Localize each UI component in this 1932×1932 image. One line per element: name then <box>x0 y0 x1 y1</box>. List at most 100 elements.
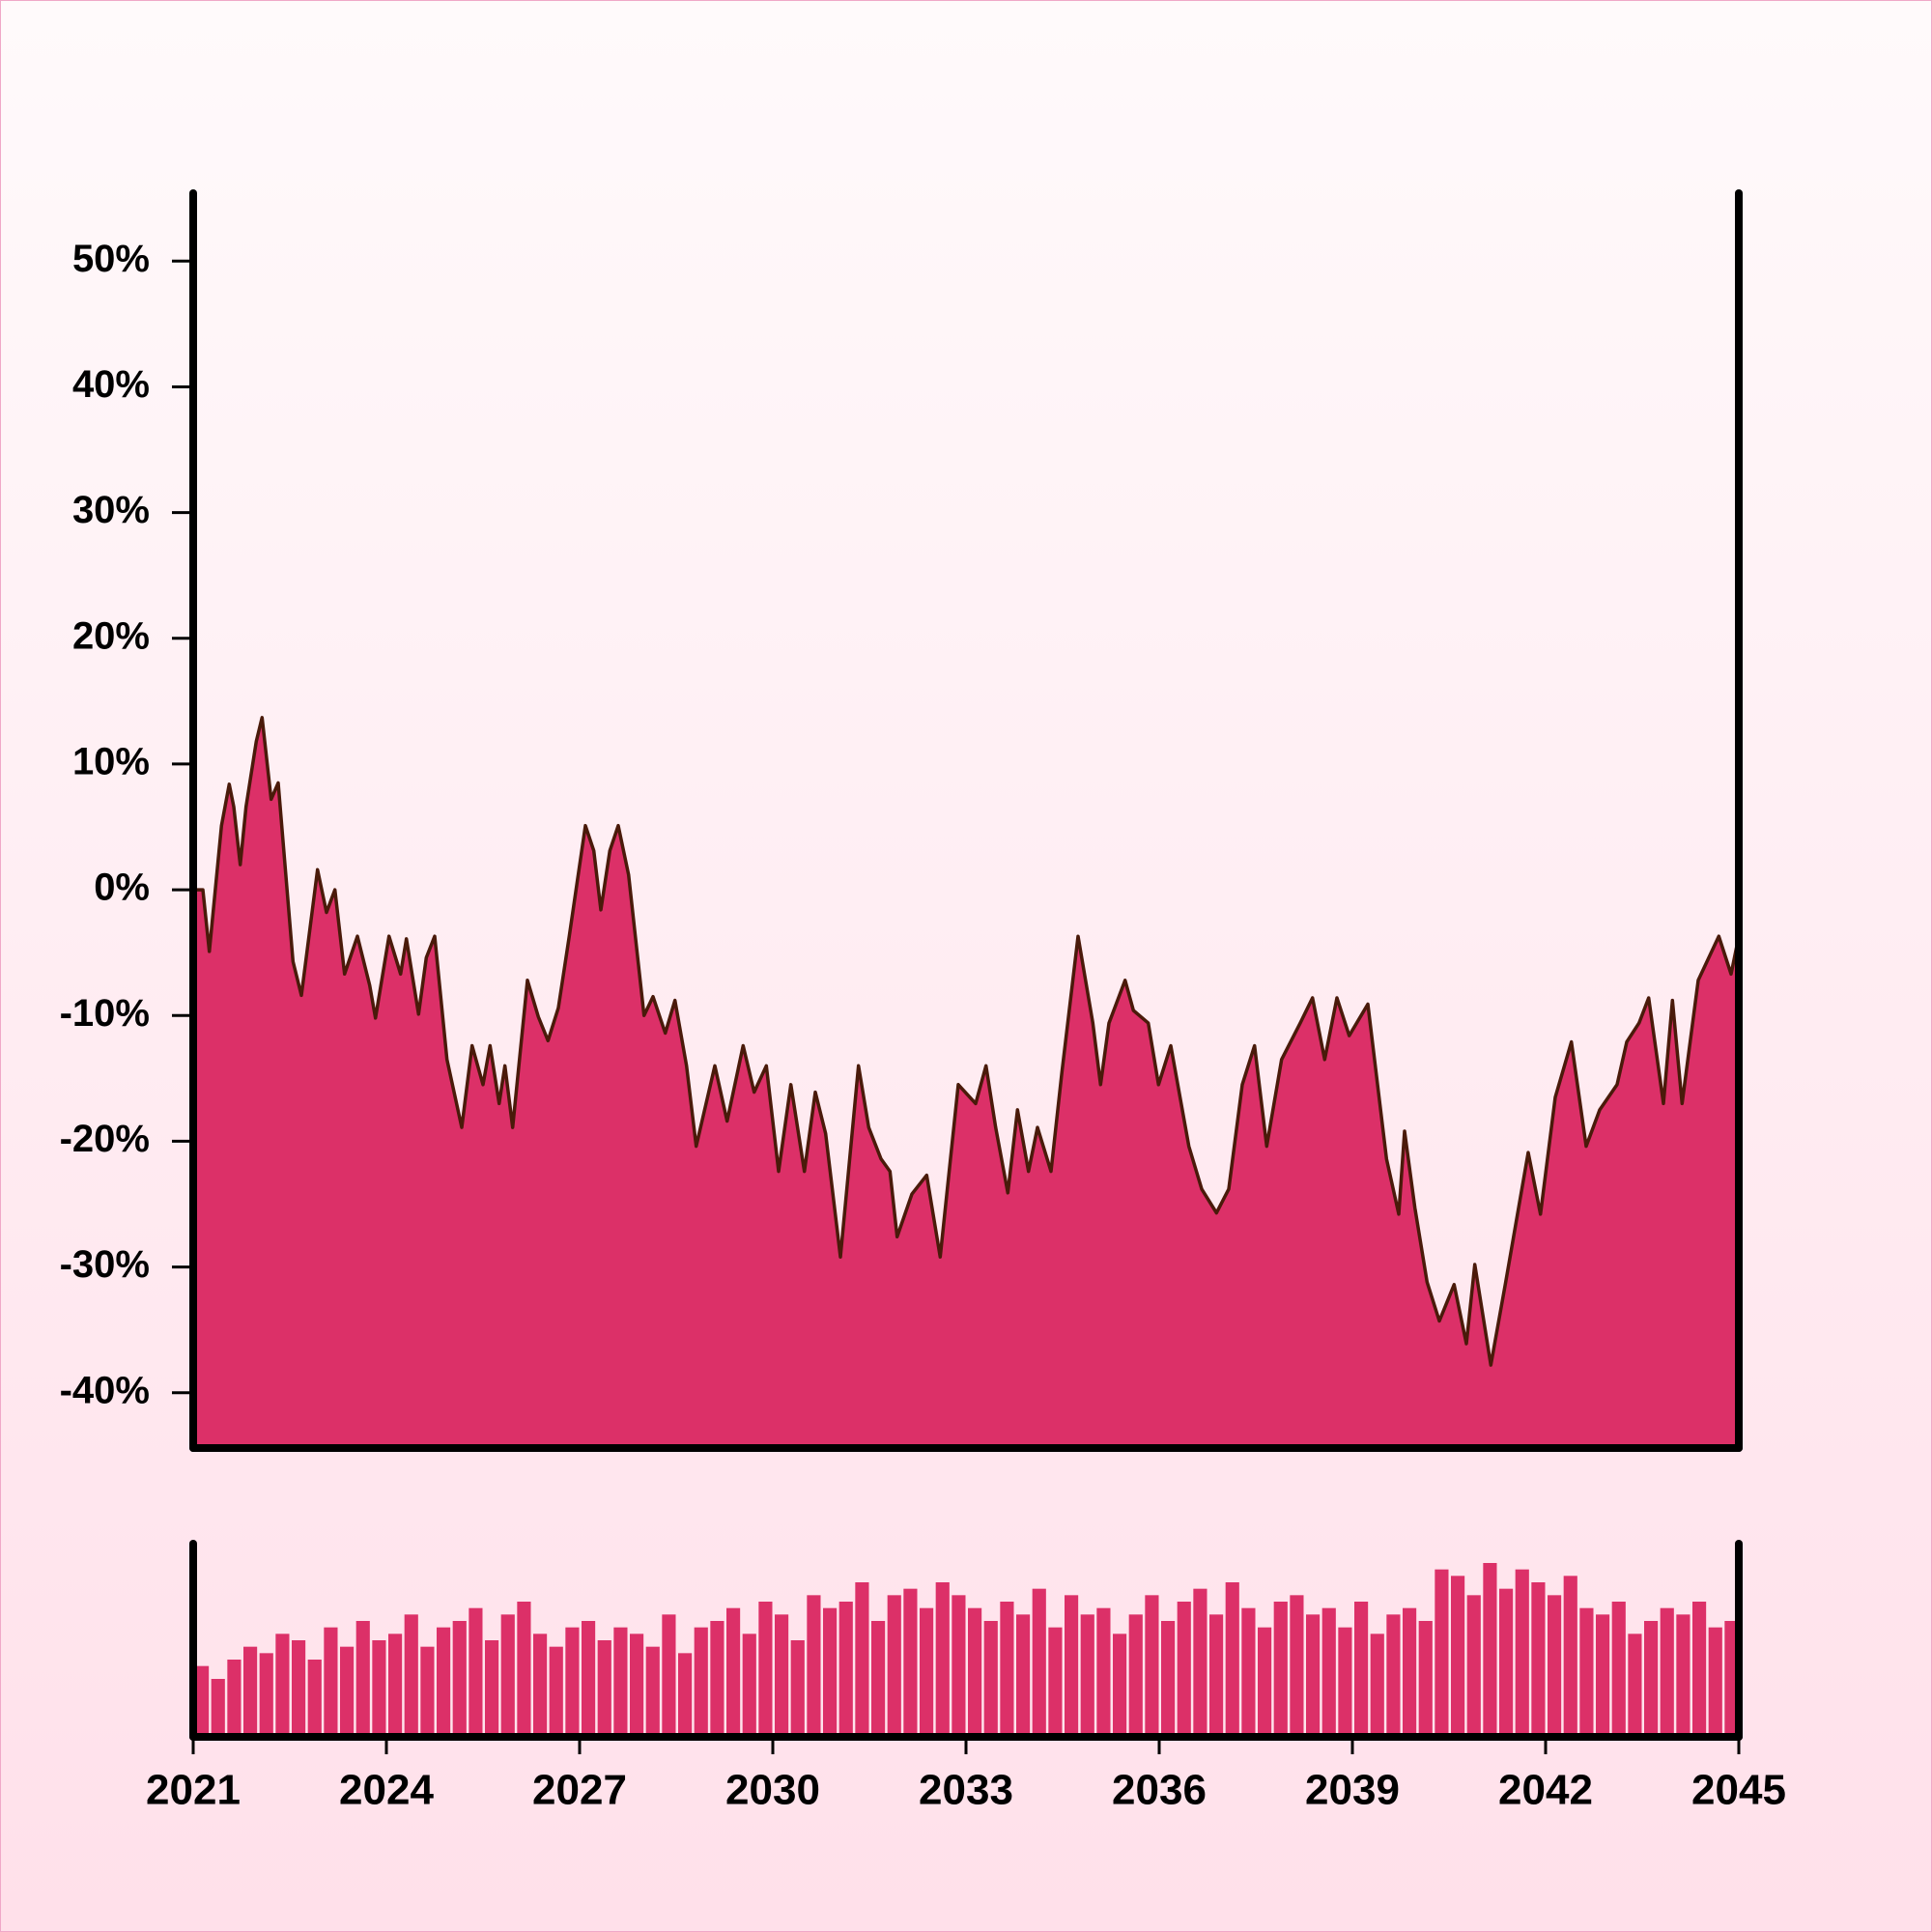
bar <box>1466 1595 1481 1737</box>
bar <box>1531 1582 1546 1737</box>
y-tick-label: 50% <box>72 238 150 280</box>
bar <box>307 1660 322 1737</box>
bar <box>1113 1634 1127 1737</box>
x-tick-label: 2033 <box>919 1767 1013 1814</box>
bar <box>1724 1621 1739 1737</box>
y-tick-label: -30% <box>60 1243 150 1286</box>
x-tick-label: 2042 <box>1498 1767 1593 1814</box>
bar <box>565 1627 580 1737</box>
bar <box>758 1602 773 1737</box>
bar <box>1370 1634 1384 1737</box>
bar <box>1708 1627 1722 1737</box>
bar <box>983 1621 998 1737</box>
bar <box>742 1634 756 1737</box>
bar <box>694 1627 708 1737</box>
bar <box>420 1646 435 1737</box>
bar <box>630 1634 644 1737</box>
x-tick-label: 2024 <box>339 1767 434 1814</box>
bar <box>855 1582 869 1737</box>
bar <box>1065 1595 1079 1737</box>
bar <box>613 1627 628 1737</box>
bar <box>1290 1595 1304 1737</box>
bar <box>452 1621 467 1737</box>
bar <box>388 1634 403 1737</box>
bar <box>887 1595 901 1737</box>
bar <box>1241 1607 1256 1737</box>
bar <box>469 1607 483 1737</box>
bar <box>372 1640 386 1737</box>
bar <box>1451 1576 1465 1737</box>
bar <box>292 1640 306 1737</box>
bar <box>903 1588 918 1737</box>
bar <box>1000 1602 1014 1737</box>
bar <box>1193 1588 1208 1737</box>
bar <box>1660 1607 1674 1737</box>
bar <box>1080 1614 1094 1737</box>
bar <box>324 1627 338 1737</box>
bar <box>952 1595 966 1737</box>
bar <box>533 1634 548 1737</box>
bar <box>355 1621 370 1737</box>
bar <box>1048 1627 1063 1737</box>
bar <box>437 1627 451 1737</box>
bar <box>1435 1569 1449 1737</box>
bar <box>1644 1621 1659 1737</box>
y-tick-label: 40% <box>72 363 150 406</box>
bar <box>227 1660 242 1737</box>
bar <box>275 1634 290 1737</box>
y-tick-label: -20% <box>60 1118 150 1160</box>
bar <box>500 1614 515 1737</box>
bar <box>1032 1588 1046 1737</box>
bar <box>1225 1582 1239 1737</box>
bar <box>582 1621 596 1737</box>
y-tick-label: -10% <box>60 992 150 1035</box>
bar <box>1628 1634 1642 1737</box>
y-tick-label: -40% <box>60 1369 150 1411</box>
x-tick-label: 2045 <box>1691 1767 1786 1814</box>
bar <box>195 1665 210 1737</box>
bar <box>1563 1576 1577 1737</box>
bar <box>790 1640 805 1737</box>
bar <box>871 1621 886 1737</box>
bar <box>1096 1607 1111 1737</box>
bar <box>1128 1614 1143 1737</box>
bar <box>1483 1563 1497 1737</box>
x-tick-label: 2021 <box>146 1767 241 1814</box>
bar <box>645 1646 660 1737</box>
area <box>193 717 1739 1448</box>
bar <box>1596 1614 1610 1737</box>
bar <box>549 1646 563 1737</box>
bar <box>1548 1595 1562 1737</box>
x-tick-label: 2039 <box>1305 1767 1400 1814</box>
bar <box>920 1607 934 1737</box>
bar <box>1499 1588 1514 1737</box>
bar <box>1676 1614 1690 1737</box>
bar <box>1418 1621 1433 1737</box>
bar <box>662 1614 676 1737</box>
bar <box>968 1607 982 1737</box>
bar <box>1177 1602 1191 1737</box>
bar <box>1016 1614 1031 1737</box>
bar <box>1145 1595 1159 1737</box>
x-tick-label: 2036 <box>1112 1767 1207 1814</box>
bar <box>1515 1569 1529 1737</box>
bar <box>404 1614 418 1737</box>
bar <box>1273 1602 1288 1737</box>
bar <box>340 1646 355 1737</box>
bar <box>1209 1614 1224 1737</box>
x-tick-label: 2027 <box>532 1767 627 1814</box>
bar <box>807 1595 821 1737</box>
bar <box>678 1653 693 1737</box>
bar <box>1386 1614 1401 1737</box>
bar <box>485 1640 499 1737</box>
x-tick-label: 2030 <box>725 1767 820 1814</box>
y-tick-label: 30% <box>72 489 150 531</box>
bar <box>1321 1607 1336 1737</box>
bar <box>1579 1607 1594 1737</box>
bar <box>1403 1607 1417 1737</box>
bar <box>211 1679 225 1737</box>
line <box>193 716 1741 1367</box>
bar <box>726 1607 741 1737</box>
